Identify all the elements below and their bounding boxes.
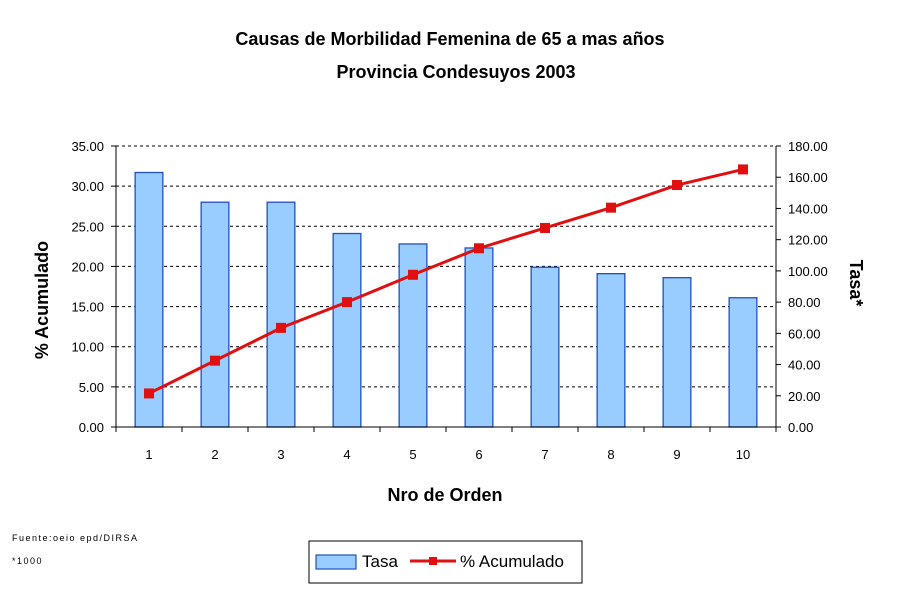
source-note: Fuente:oeio epd/DIRSA xyxy=(12,533,139,543)
x-tick-label: 3 xyxy=(277,447,284,462)
legend-label-tasa: Tasa xyxy=(362,552,398,571)
point-acumulado xyxy=(408,269,418,280)
x-tick-label: 10 xyxy=(736,447,750,462)
bar-tasa xyxy=(134,171,164,428)
bar-tasa xyxy=(266,201,296,428)
y-right-tick-label: 80.00 xyxy=(788,295,821,310)
legend-swatch-tasa xyxy=(315,554,357,570)
bar-tasa xyxy=(530,266,560,428)
y-right-tick-label: 60.00 xyxy=(788,326,821,341)
y-right-tick-label: 20.00 xyxy=(788,389,821,404)
y-left-tick-label: 10.00 xyxy=(71,340,104,355)
footnote: *1000 xyxy=(12,556,43,566)
chart-subtitle: Provincia Condesuyos 2003 xyxy=(336,62,575,82)
y-right-tick-label: 100.00 xyxy=(788,264,828,279)
bar-tasa xyxy=(332,232,362,428)
bar-tasa xyxy=(200,201,230,428)
y-right-tick-label: 160.00 xyxy=(788,170,828,185)
y-right-tick-label: 120.00 xyxy=(788,233,828,248)
point-acumulado xyxy=(606,202,616,213)
y-left-tick-label: 35.00 xyxy=(71,139,104,154)
x-tick-label: 9 xyxy=(673,447,680,462)
y-axis-right-title: Tasa* xyxy=(846,260,866,307)
y-left-tick-label: 15.00 xyxy=(71,300,104,315)
point-acumulado xyxy=(276,322,286,333)
x-tick-label: 7 xyxy=(541,447,548,462)
y-right-tick-label: 40.00 xyxy=(788,358,821,373)
bar-tasa xyxy=(662,277,692,428)
point-acumulado xyxy=(540,222,550,233)
y-left-tick-label: 20.00 xyxy=(71,259,104,274)
y-left-tick-label: 30.00 xyxy=(71,179,104,194)
plot-area: 0.00 5.00 10.00 15.00 20.00 25.00 30.00 35.00 0.… xyxy=(71,139,827,462)
line-acumulado xyxy=(148,167,744,395)
x-axis-title: Nro de Orden xyxy=(387,485,502,505)
legend-label-acumulado: % Acumulado xyxy=(460,552,564,571)
point-acumulado xyxy=(144,388,154,399)
legend-marker-acumulado xyxy=(429,557,437,565)
point-acumulado xyxy=(342,297,352,308)
point-acumulado xyxy=(474,243,484,254)
chart-title: Causas de Morbilidad Femenina de 65 a ma… xyxy=(235,29,664,49)
y-right-tick-label: 140.00 xyxy=(788,201,828,216)
point-acumulado xyxy=(210,355,220,366)
y-left-tick-label: 5.00 xyxy=(79,380,104,395)
y-right-tick-label: 0.00 xyxy=(788,420,813,435)
x-tick-label: 1 xyxy=(145,447,152,462)
bar-tasa xyxy=(464,247,494,428)
legend: Tasa % Acumulado xyxy=(308,540,583,584)
bar-tasa xyxy=(728,297,758,428)
y-axis-left-title: % Acumulado xyxy=(32,241,52,359)
x-tick-label: 5 xyxy=(409,447,416,462)
y-right-tick-label: 180.00 xyxy=(788,139,828,154)
y-left-tick-label: 25.00 xyxy=(71,219,104,234)
bar-tasa xyxy=(596,273,626,428)
point-acumulado xyxy=(738,164,748,175)
point-acumulado xyxy=(672,180,682,191)
x-tick-label: 6 xyxy=(475,447,482,462)
x-tick-label: 8 xyxy=(607,447,614,462)
y-left-tick-label: 0.00 xyxy=(79,420,104,435)
x-tick-label: 2 xyxy=(211,447,218,462)
x-tick-label: 4 xyxy=(343,447,350,462)
